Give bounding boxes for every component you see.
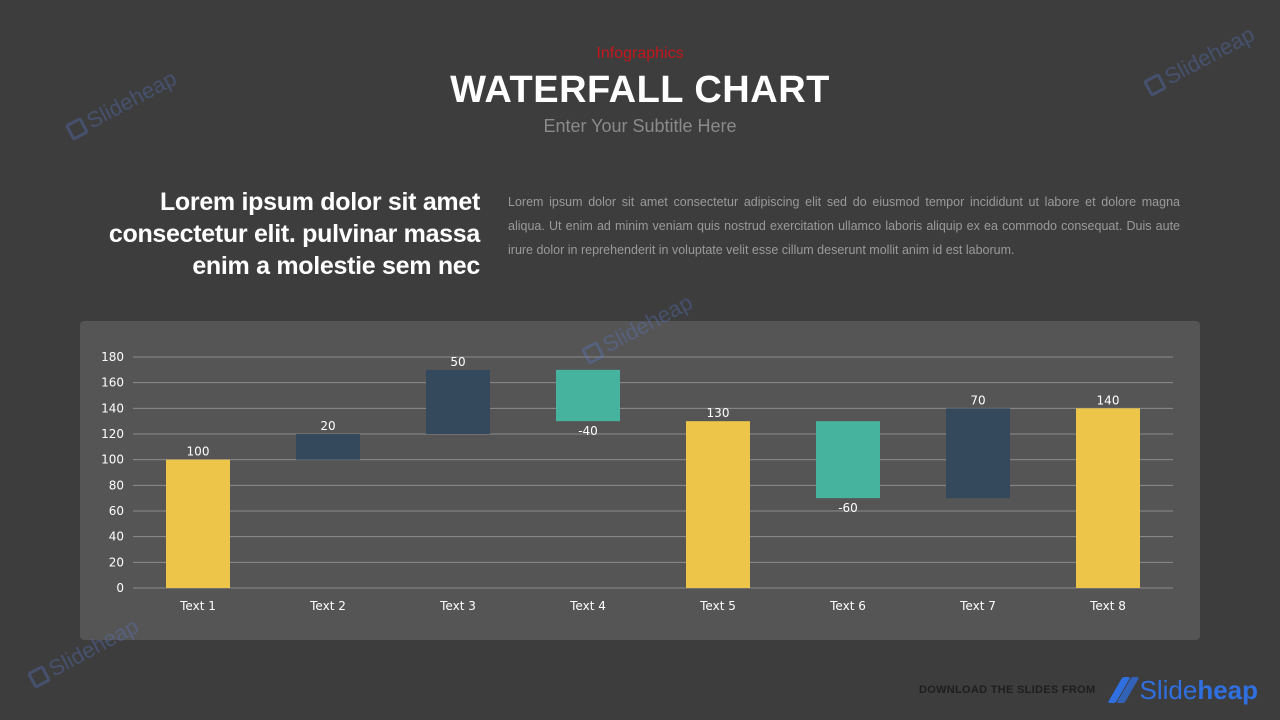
bar-total: [1076, 408, 1140, 588]
y-tick-label: 0: [116, 581, 124, 595]
waterfall-chart: 0 20 40 60 80 100 120 140 160 180 100 Text 1 20 Text …: [101, 350, 1173, 613]
data-label: -40: [578, 424, 598, 438]
chart-panel: 0 20 40 60 80 100 120 140 160 180 100 Text 1 20 Text …: [80, 321, 1200, 640]
x-tick-label: Text 6: [829, 599, 866, 613]
data-label: 20: [320, 419, 335, 433]
footer-download-text: DOWNLOAD THE SLIDES FROM: [919, 684, 1096, 696]
x-tick-label: Text 3: [439, 599, 476, 613]
bar-total: [166, 459, 230, 588]
x-tick-label: Text 4: [569, 599, 606, 613]
page-subtitle: Enter Your Subtitle Here: [543, 116, 737, 136]
x-tick-label: Text 8: [1089, 599, 1126, 613]
brand-part2: heap: [1197, 675, 1258, 705]
bar-increase: [426, 369, 490, 434]
x-tick-label: Text 2: [309, 599, 346, 613]
data-label: 140: [1097, 393, 1120, 407]
lead-heading: Lorem ipsum dolor sit amet consectetur e…: [108, 188, 480, 280]
y-tick-label: 140: [101, 401, 124, 415]
page-title: WATERFALL CHART: [450, 69, 830, 111]
brand-wordmark: Slideheap: [1139, 676, 1258, 704]
data-label: 70: [970, 393, 985, 407]
y-tick-label: 180: [101, 350, 124, 364]
slideheap-logo-icon: [1107, 677, 1140, 703]
y-tick-label: 100: [101, 453, 124, 467]
bar-increase: [296, 434, 360, 460]
body-paragraph: Lorem ipsum dolor sit amet consectetur a…: [508, 195, 1180, 257]
header: Infographics WATERFALL CHART Enter Your …: [0, 44, 1280, 138]
footer: DOWNLOAD THE SLIDES FROM Slideheap: [919, 676, 1258, 704]
data-label: 130: [707, 406, 730, 420]
x-tick-label: Text 5: [699, 599, 736, 613]
footer-logo[interactable]: Slideheap: [1107, 676, 1258, 704]
bar-decrease: [556, 369, 620, 422]
y-tick-label: 120: [101, 427, 124, 441]
x-tick-label: Text 7: [959, 599, 996, 613]
x-tick-label: Text 1: [179, 599, 216, 613]
bar-total: [686, 421, 750, 588]
y-tick-label: 40: [109, 530, 124, 544]
data-label: 50: [450, 355, 465, 369]
data-label: 100: [187, 445, 210, 459]
y-tick-label: 60: [109, 504, 124, 518]
eyebrow-label: Infographics: [596, 45, 684, 62]
bar-decrease: [816, 421, 880, 499]
brand-part1: Slide: [1139, 675, 1198, 705]
y-tick-label: 20: [109, 555, 124, 569]
bar-increase: [946, 408, 1010, 499]
data-label: -60: [838, 501, 858, 515]
y-tick-label: 160: [101, 376, 124, 390]
y-tick-label: 80: [109, 478, 124, 492]
watermark-logo-icon: [26, 664, 52, 690]
